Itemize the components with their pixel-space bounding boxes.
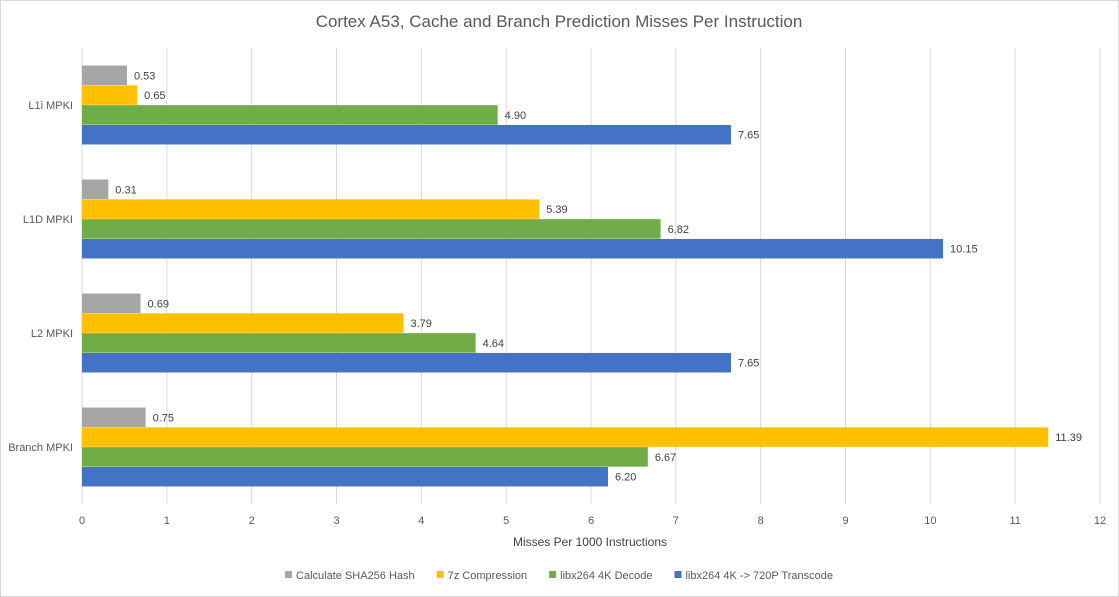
bar: [82, 179, 109, 200]
x-tick-label: 7: [673, 515, 679, 527]
category-label: L1i MPKI: [28, 100, 73, 112]
x-tick-label: 1: [164, 515, 170, 527]
data-label: 3.79: [411, 318, 432, 330]
data-label: 6.20: [615, 472, 636, 484]
legend-item: 7z Compression: [436, 570, 527, 582]
x-tick-label: 0: [79, 515, 85, 527]
x-tick-label: 5: [503, 515, 509, 527]
bar: [82, 293, 141, 314]
data-label: 5.39: [546, 204, 567, 216]
x-tick-label: 4: [418, 515, 424, 527]
data-label: 10.15: [950, 244, 978, 256]
category-labels: L1i MPKI L1D MPKI L2 MPKI Branch MPKI: [8, 100, 73, 454]
bar: [82, 65, 127, 86]
legend-label: 7z Compression: [448, 570, 527, 582]
legend-item: Calculate SHA256 Hash: [285, 570, 415, 582]
category-label: L2 MPKI: [31, 328, 73, 340]
chart-title: Cortex A53, Cache and Branch Prediction …: [316, 12, 803, 31]
x-tick-label: 9: [842, 515, 848, 527]
data-label: 4.64: [483, 338, 504, 350]
bar: [82, 352, 731, 373]
legend-label: libx264 4K -> 720P Transcode: [685, 570, 832, 582]
x-tick-label: 12: [1094, 515, 1106, 527]
data-label: 0.31: [115, 184, 136, 196]
legend-swatch: [285, 571, 293, 578]
x-axis-title: Misses Per 1000 Instructions: [513, 535, 667, 549]
data-label: 0.75: [153, 412, 174, 424]
bar: [82, 238, 944, 259]
data-label: 0.53: [134, 70, 155, 82]
data-label: 7.65: [738, 358, 759, 370]
data-label: 0.69: [148, 298, 169, 310]
data-label: 4.90: [505, 110, 526, 122]
x-tick-label: 2: [249, 515, 255, 527]
data-label: 6.82: [668, 224, 689, 236]
legend-label: libx264 4K Decode: [560, 570, 652, 582]
bar: [82, 219, 661, 239]
data-label: 0.65: [144, 90, 165, 102]
legend-item: libx264 4K Decode: [549, 570, 652, 582]
bar: [82, 466, 608, 487]
legend-swatch: [674, 571, 682, 578]
x-tick-labels: 0 1 2 3 4 5 6 7 8 9 10 11 12: [79, 515, 1106, 527]
bar: [82, 124, 731, 145]
legend-swatch: [549, 571, 557, 578]
x-tick-label: 3: [333, 515, 339, 527]
bar: [82, 427, 1049, 447]
bar: [82, 105, 498, 125]
legend-item: libx264 4K -> 720P Transcode: [674, 570, 833, 582]
bar: [82, 407, 146, 428]
bar: [82, 333, 476, 353]
legend-swatch: [436, 571, 444, 578]
x-tick-label: 11: [1009, 515, 1020, 527]
data-label: 7.65: [738, 130, 759, 142]
legend: Calculate SHA256 Hash 7z Compression libx2…: [285, 570, 833, 582]
bar: [82, 313, 404, 333]
bar: [82, 199, 540, 219]
bars: 0.53 0.65 4.90 7.65 0.31 5.39 6.82 10.15 0.69 3.7…: [82, 65, 1082, 487]
category-label: Branch MPKI: [8, 442, 73, 454]
data-label: 11.39: [1055, 432, 1082, 444]
x-tick-label: 10: [924, 515, 936, 527]
bar: [82, 447, 648, 467]
x-tick-label: 8: [758, 515, 764, 527]
x-tick-label: 6: [588, 515, 594, 527]
bar: [82, 85, 138, 105]
category-label: L1D MPKI: [23, 214, 73, 226]
data-label: 6.67: [655, 452, 676, 464]
legend-label: Calculate SHA256 Hash: [296, 570, 415, 582]
